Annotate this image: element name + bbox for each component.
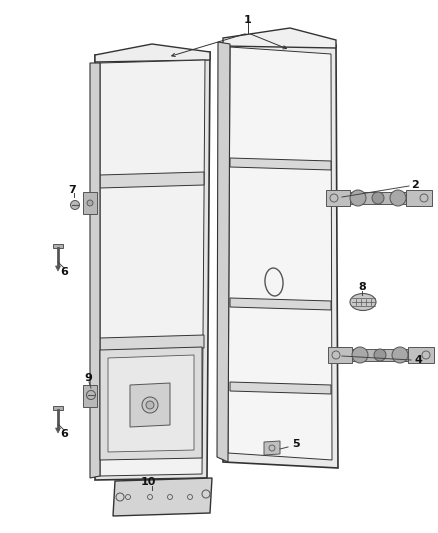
Polygon shape bbox=[100, 60, 205, 476]
Circle shape bbox=[392, 347, 408, 363]
Polygon shape bbox=[326, 190, 350, 206]
Polygon shape bbox=[53, 406, 63, 410]
Text: 8: 8 bbox=[358, 282, 366, 292]
Polygon shape bbox=[90, 63, 100, 478]
Circle shape bbox=[374, 349, 386, 361]
Polygon shape bbox=[343, 192, 413, 204]
Circle shape bbox=[372, 192, 384, 204]
Polygon shape bbox=[100, 347, 202, 460]
Polygon shape bbox=[408, 347, 434, 363]
Circle shape bbox=[87, 200, 93, 206]
Circle shape bbox=[350, 190, 366, 206]
Circle shape bbox=[71, 200, 80, 209]
Polygon shape bbox=[83, 385, 97, 407]
Polygon shape bbox=[130, 383, 170, 427]
Text: 5: 5 bbox=[292, 439, 300, 449]
Polygon shape bbox=[223, 38, 338, 468]
Polygon shape bbox=[108, 355, 194, 452]
Polygon shape bbox=[83, 192, 97, 214]
Polygon shape bbox=[328, 347, 352, 363]
Text: 2: 2 bbox=[411, 180, 419, 190]
Text: 10: 10 bbox=[140, 477, 155, 487]
Circle shape bbox=[142, 397, 158, 413]
Polygon shape bbox=[230, 382, 331, 394]
Text: 4: 4 bbox=[414, 355, 422, 365]
Circle shape bbox=[390, 190, 406, 206]
Polygon shape bbox=[230, 298, 331, 310]
Polygon shape bbox=[223, 28, 336, 48]
Circle shape bbox=[86, 391, 95, 400]
Polygon shape bbox=[113, 478, 212, 516]
Circle shape bbox=[146, 401, 154, 409]
Polygon shape bbox=[53, 244, 63, 248]
Polygon shape bbox=[95, 52, 210, 480]
Text: 6: 6 bbox=[60, 429, 68, 439]
Text: 7: 7 bbox=[68, 185, 76, 195]
Circle shape bbox=[352, 347, 368, 363]
Polygon shape bbox=[56, 266, 60, 271]
Polygon shape bbox=[230, 158, 331, 170]
Text: 9: 9 bbox=[84, 373, 92, 383]
Text: 6: 6 bbox=[60, 267, 68, 277]
Polygon shape bbox=[345, 349, 415, 361]
Polygon shape bbox=[228, 47, 332, 460]
Ellipse shape bbox=[350, 294, 376, 311]
Polygon shape bbox=[217, 42, 230, 462]
Polygon shape bbox=[406, 190, 432, 206]
Circle shape bbox=[87, 393, 93, 399]
Polygon shape bbox=[100, 335, 204, 351]
Polygon shape bbox=[264, 441, 280, 455]
Polygon shape bbox=[56, 428, 60, 433]
Polygon shape bbox=[95, 44, 210, 62]
Text: 1: 1 bbox=[244, 15, 252, 25]
Polygon shape bbox=[100, 172, 204, 188]
